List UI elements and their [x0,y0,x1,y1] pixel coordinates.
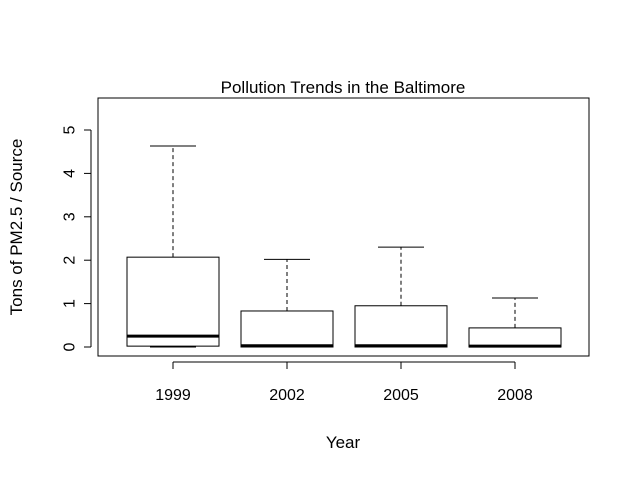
y-tick-label: 2 [62,256,79,265]
box-2005 [354,246,448,348]
x-tick-label: 1999 [155,387,191,404]
y-tick-label: 1 [62,299,79,308]
boxes [126,145,562,348]
x-axis: 1999 2002 2005 2008 [155,361,533,404]
box-2002 [240,258,334,348]
x-tick-label: 2005 [383,387,419,404]
x-axis-label: Year [326,433,361,452]
y-tick-label: 5 [62,125,79,134]
y-tick-label: 3 [62,212,79,221]
box-2008 [468,297,562,348]
x-tick-label: 2008 [497,387,533,404]
box-iqr [468,327,562,348]
y-tick-label: 4 [62,169,79,178]
y-axis: 0 1 2 3 4 5 [62,125,92,351]
box-1999 [126,145,220,348]
plot-frame [97,97,590,357]
box-iqr [126,256,220,347]
chart-title: Pollution Trends in the Baltimore [221,78,466,97]
y-axis-label: Tons of PM2.5 / Source [7,139,26,316]
y-tick-label: 0 [62,342,79,351]
box-iqr [240,310,334,348]
x-tick-label: 2002 [269,387,305,404]
box-iqr [354,305,448,348]
